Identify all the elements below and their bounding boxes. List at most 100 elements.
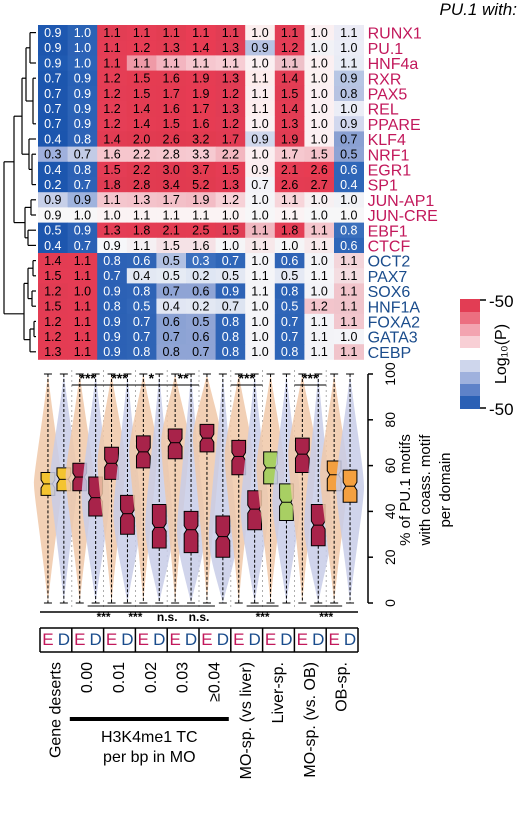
heatmap-cell [274, 101, 305, 117]
heatmap-cell [97, 70, 128, 87]
heatmap-cell [334, 313, 364, 330]
heatmap-row-label: NRF1 [368, 147, 410, 164]
heatmap-value: 1.7 [222, 132, 239, 146]
heatmap-cell [97, 192, 128, 208]
heatmap-value: 1.4 [133, 117, 150, 131]
heatmap-cell [186, 192, 216, 208]
heatmap-value: 0.7 [251, 178, 268, 192]
heatmap-value: 1.0 [340, 193, 357, 207]
heatmap-row-label: CTCF [368, 239, 411, 256]
heatmap-cell [186, 85, 216, 102]
heatmap-value: 1.1 [251, 224, 268, 238]
heatmap-cell [126, 344, 157, 360]
heatmap-value: 1.5 [281, 87, 298, 101]
heatmap-cell [245, 207, 276, 223]
heatmap-value: 1.0 [251, 315, 268, 329]
heatmap-value: 1.1 [340, 269, 357, 283]
heatmap-value: 1.0 [222, 239, 239, 253]
heatmap-value: 0.9 [340, 72, 357, 86]
heatmap-cell [304, 237, 335, 254]
colorbar: -50 -50 Log₁₀(P) [460, 292, 514, 419]
heatmap-cell [126, 207, 157, 223]
heatmap-value: 0.9 [222, 284, 239, 298]
pair-label: E [201, 630, 212, 649]
heatmap-cell [126, 131, 157, 147]
heatmap-cell [186, 329, 216, 345]
heatmap-cell [67, 116, 98, 132]
heatmap-value: 0.8 [222, 330, 239, 344]
heatmap-value: 1.1 [251, 284, 268, 298]
heatmap-value: 0.7 [44, 72, 61, 86]
heatmap-value: 1.3 [222, 102, 239, 116]
heatmap-cell [156, 177, 187, 193]
heatmap-value: 1.1 [222, 26, 239, 40]
heatmap-cell [126, 146, 157, 163]
heatmap-value: 1.0 [74, 56, 91, 70]
heatmap-cell [334, 146, 364, 163]
pair-label: D [249, 630, 261, 649]
heatmap-value: 0.8 [74, 163, 91, 177]
group-label: 0.03 [175, 662, 192, 693]
heatmap-value: 1.0 [311, 117, 328, 131]
heatmap-cell [126, 313, 157, 330]
heatmap-cell [215, 55, 246, 71]
heatmap-value: 0.3 [192, 254, 209, 268]
heatmap-cell [304, 161, 335, 178]
heatmap-value: 1.7 [192, 102, 209, 116]
heatmap-value: 1.4 [133, 102, 150, 116]
pair-label: E [42, 630, 53, 649]
pair-label: D [217, 630, 229, 649]
colorbar-cell [460, 312, 480, 324]
heatmap-cell [274, 25, 305, 41]
heatmap-value: 1.8 [281, 224, 298, 238]
heatmap-value: 1.5 [103, 163, 120, 177]
y-axis-label: % of PU.1 motifs [397, 434, 414, 546]
heatmap-value: 1.1 [103, 193, 120, 207]
heatmap-cells: 0.9 1.0 1.1 1.1 1.1 1.1 1.1 1.0 1.1 1.0 1.10.9 1.0 1… [38, 25, 364, 360]
heatmap-cell [215, 146, 246, 163]
heatmap-value: 0.8 [103, 254, 120, 268]
heatmap-cell [126, 40, 157, 56]
heatmap-cell [67, 222, 98, 239]
heatmap-value: 1.1 [133, 26, 150, 40]
heatmap-cell [126, 268, 157, 284]
heatmap-value: 0.9 [251, 132, 268, 146]
violin [113, 374, 142, 603]
box [151, 504, 167, 549]
colorbar-cell [460, 396, 480, 409]
heatmap-value: 1.1 [74, 315, 91, 329]
heatmap-value: 1.1 [251, 87, 268, 101]
heatmap-cell [304, 207, 335, 223]
heatmap-value: 0.3 [44, 148, 61, 162]
box [231, 439, 247, 476]
heatmap-cell [67, 237, 98, 254]
heatmap-value: 3.2 [192, 132, 209, 146]
heatmap-cell [215, 161, 246, 178]
heatmap-value: 0.6 [133, 254, 150, 268]
heatmap-value: 1.0 [281, 239, 298, 253]
heatmap-cell [274, 177, 305, 193]
heatmap-value: 1.3 [222, 178, 239, 192]
heatmap-value: 0.2 [192, 300, 209, 314]
heatmap-value: 1.0 [311, 102, 328, 116]
heatmap-value: 1.0 [251, 117, 268, 131]
heatmap-value: 1.2 [222, 87, 239, 101]
heatmap-value: 1.2 [103, 87, 120, 101]
heatmap-cell [38, 298, 68, 315]
heatmap-value: 1.4 [103, 132, 120, 146]
heatmap-cell [67, 192, 98, 208]
heatmap-cell [67, 283, 98, 299]
heatmap-cell [97, 344, 128, 360]
pair-label: D [312, 630, 324, 649]
heatmap-cell [186, 313, 216, 330]
heatmap-cell [97, 25, 128, 41]
heatmap-cell [215, 313, 246, 330]
heatmap-cell [215, 116, 246, 132]
heatmap-cell [186, 70, 216, 87]
heatmap-cell [245, 298, 276, 315]
heatmap-value: 1.0 [311, 56, 328, 70]
heatmap-row-label: FOXA2 [368, 315, 421, 332]
pair-label: E [233, 630, 244, 649]
significance-brackets: *** *** * ** *** ****** *** n.s. n.s. *** *** [71, 370, 343, 624]
